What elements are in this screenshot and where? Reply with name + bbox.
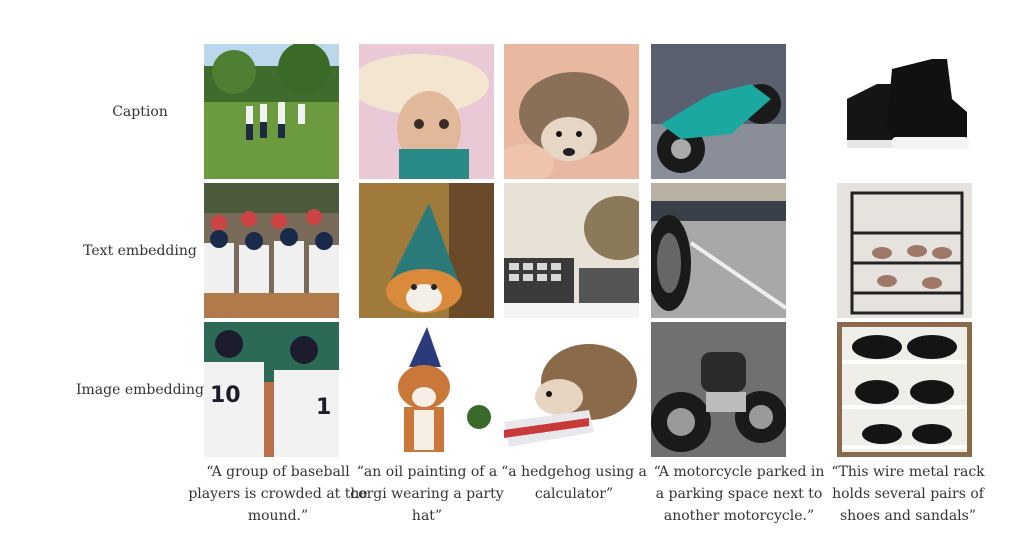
image-motorcycle-image-embedding	[651, 322, 786, 457]
image-shoes-text-embedding	[837, 183, 972, 318]
caption-corgi: “an oil painting of a corgi wearing a pa…	[350, 464, 504, 524]
image-baseball-caption	[204, 44, 339, 179]
caption-motorcycle: “A motorcycle parked in a parking space …	[653, 464, 825, 524]
row-label-text-embedding: Text embedding	[83, 243, 197, 259]
svg-text:1: 1	[316, 395, 331, 420]
row-label-caption: Caption	[112, 104, 168, 120]
image-hedgehog-caption	[504, 44, 639, 179]
image-motorcycle-text-embedding	[651, 183, 786, 318]
svg-text:10: 10	[210, 383, 241, 408]
image-corgi-image-embedding	[359, 322, 494, 457]
image-baseball-image-embedding: 10 1	[204, 322, 339, 457]
image-baseball-text-embedding	[204, 183, 339, 318]
image-hedgehog-image-embedding	[504, 322, 639, 457]
caption-baseball: “A group of baseball players is crowded …	[188, 464, 368, 524]
row-label-image-embedding: Image embedding	[75, 382, 205, 398]
caption-hedgehog: “a hedgehog using a calculator”	[501, 464, 647, 502]
image-motorcycle-caption	[651, 44, 786, 179]
image-corgi-text-embedding	[359, 183, 494, 318]
image-hedgehog-text-embedding	[504, 183, 639, 318]
image-shoes-image-embedding	[837, 322, 972, 457]
image-shoes-caption	[837, 44, 972, 179]
caption-shoes: “This wire metal rack holds several pair…	[831, 464, 985, 524]
image-corgi-caption	[359, 44, 494, 179]
